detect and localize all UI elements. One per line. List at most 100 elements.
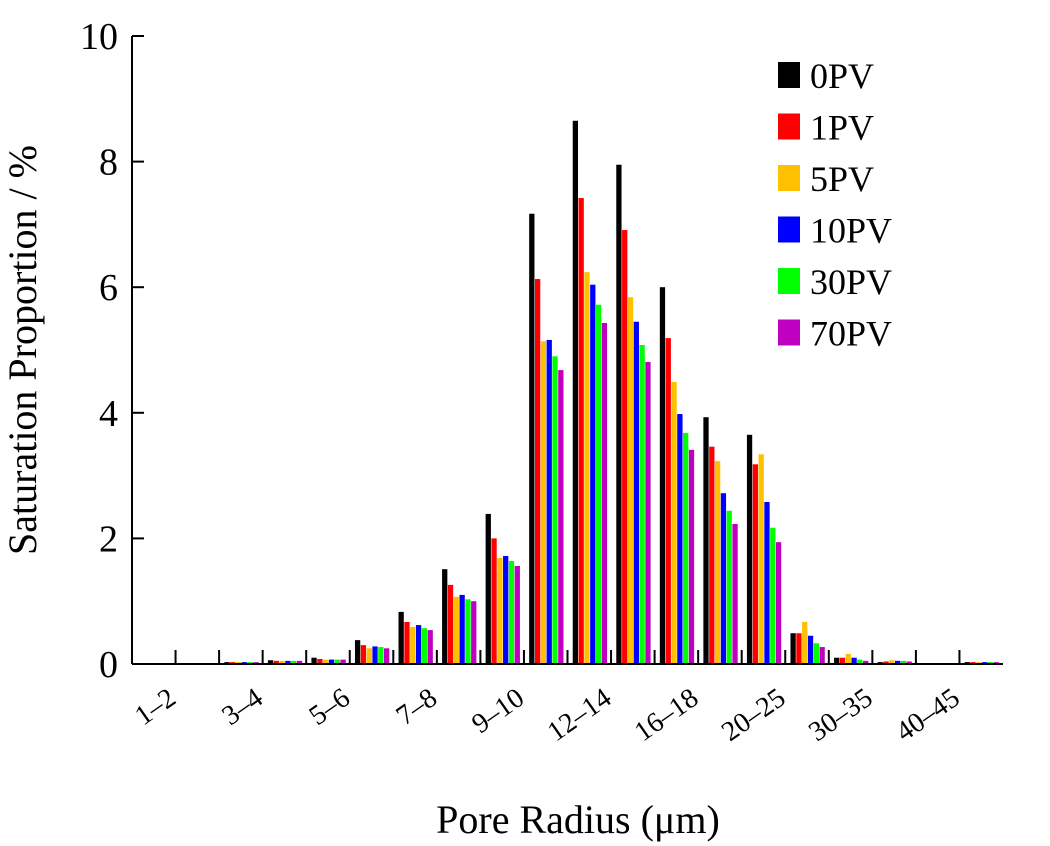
y-tick-label: 8 [99,142,118,184]
x-tick-label: 9–10 [466,682,530,740]
bar [900,660,907,664]
bar [311,657,317,664]
bar [497,557,503,664]
y-tick-label: 2 [99,518,118,560]
x-tick-label: 5–6 [304,682,356,731]
bar [372,646,378,664]
bar [384,648,390,664]
x-tick-label: 7–8 [391,682,443,731]
bar [485,513,491,664]
bar [796,633,802,664]
bar [616,164,622,665]
bar [471,601,477,664]
bar [279,660,285,664]
bar [442,569,448,664]
bar [503,555,509,664]
bar [514,566,520,664]
bar [834,657,840,664]
bar [683,432,689,664]
bar [421,628,428,664]
bar [720,493,727,664]
bar [627,297,634,664]
bar [889,660,895,664]
bar [770,527,776,664]
bar [323,659,329,664]
bar [404,621,410,664]
bar [267,660,274,664]
legend-swatch [778,268,800,294]
y-axis-label: Saturation Proportion / % [0,145,45,555]
legend-swatch [778,165,800,191]
x-tick-label: 12–14 [542,682,617,748]
bar [529,213,535,664]
legend-swatch [778,62,800,88]
bar [622,230,628,664]
bar [540,341,547,664]
bar [378,647,384,664]
bar [758,454,764,664]
bar [894,660,901,664]
bar [328,659,335,664]
bar [552,356,558,664]
legend-swatch [778,113,800,140]
bar [906,661,912,664]
y-tick-label: 10 [80,16,118,58]
bar [340,659,346,664]
bar [601,322,608,664]
bar [360,645,367,664]
bar [688,449,695,664]
bar [726,510,732,664]
bar [659,287,666,664]
x-tick-label: 16–18 [629,682,704,748]
bar [746,434,753,664]
bar [459,594,465,664]
bar [732,523,738,664]
bar [709,446,715,664]
y-tick-label: 4 [99,393,118,435]
x-tick-label: 3–4 [216,682,268,731]
legend-label: 30PV [810,262,892,302]
bar [415,625,422,664]
bar [802,621,808,664]
bar [584,272,590,664]
bar [857,659,863,664]
bar [790,633,796,664]
x-axis-label: Pore Radius (μm) [436,797,720,842]
bar [534,279,541,664]
bar [465,599,471,664]
legend-label: 70PV [810,314,892,354]
bar [851,657,857,664]
bar [491,538,497,664]
bar [273,660,279,664]
bar [813,643,819,664]
bar [410,626,416,664]
legend-label: 1PV [810,108,874,148]
bar [775,542,782,664]
y-tick-label: 6 [99,267,118,309]
bar [508,561,515,664]
legend-swatch [778,319,800,346]
legend-swatch [778,216,800,243]
bar [863,660,869,664]
bar [883,661,889,664]
x-tick-label: 1–2 [129,682,181,731]
bar [645,361,651,664]
bar [453,596,459,664]
bar [427,630,433,664]
bar [752,464,759,664]
bar [546,339,552,664]
bar [665,338,671,664]
bar [366,648,372,664]
y-tick-label: 0 [99,644,118,686]
bar [578,198,584,665]
bar [671,382,677,664]
x-tick-label: 30–35 [803,682,878,748]
bar [398,611,404,664]
bar [334,659,340,664]
bar [639,344,645,664]
bar [807,635,814,664]
bar [317,658,323,664]
x-tick-label: 20–25 [716,682,791,748]
bar [714,461,721,664]
bar [764,501,770,664]
